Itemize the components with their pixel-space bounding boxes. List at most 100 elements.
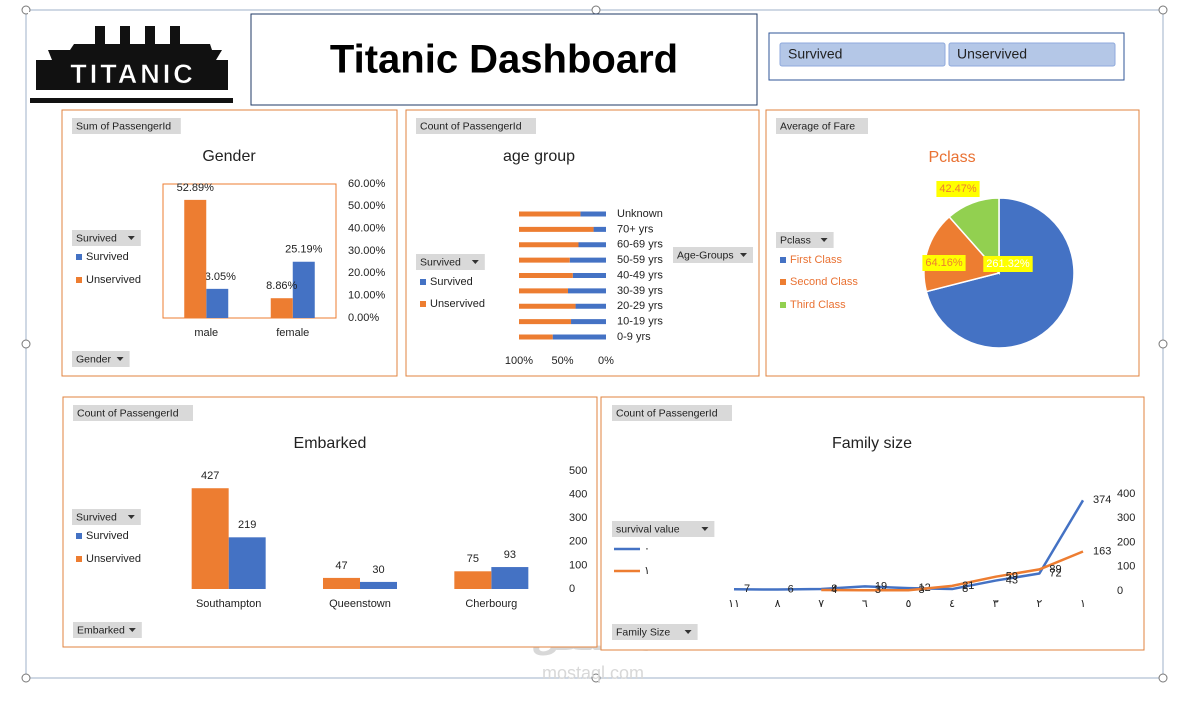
logo-band [36,60,228,90]
field-button[interactable] [72,351,130,367]
y-tick-label: 40-49 yrs [617,269,663,281]
field-button-label[interactable]: Sum of PassengerId [76,120,171,132]
field-button-label[interactable]: Embarked [77,624,125,636]
legend-label: Survived [430,276,473,288]
field-button[interactable] [72,118,181,134]
bar [572,273,606,278]
bar [191,488,229,589]
y-tick-label: 400 [569,489,587,501]
y-tick-label: 100 [569,559,587,571]
x-tick-label: ٣ [993,598,999,610]
field-button[interactable] [612,405,732,421]
funnel [120,26,130,44]
bar [567,288,606,294]
pie-slice [923,215,1001,293]
legend-swatch [76,254,82,260]
slicer-button[interactable] [779,42,946,67]
bar [519,334,553,340]
label-box [936,181,980,197]
field-button-label[interactable]: Count of PassengerId [77,407,179,419]
data-label: 75 [467,553,479,565]
legend-swatch [780,302,786,308]
field-button[interactable] [416,118,536,134]
field-button-label[interactable]: Survived [76,232,117,244]
slicer-label[interactable]: Unservived [957,46,1027,62]
field-button[interactable] [776,232,834,248]
x-tick-label: 0% [598,355,614,367]
field-button-label[interactable]: Gender [76,353,112,365]
field-button-label[interactable]: Pclass [780,234,811,246]
bar [360,581,397,589]
funnel [170,26,180,44]
label-box [922,255,966,271]
handle [1158,5,1168,15]
legend-label: ١ [644,565,650,577]
chart-panel [62,396,598,648]
y-tick-label: 400 [1117,488,1135,500]
field-button[interactable] [72,509,141,525]
logo-text: TITANIC [70,59,195,89]
field-button-label[interactable]: Survived [420,256,461,268]
bar [519,257,570,263]
field-button[interactable] [73,405,193,421]
dropdown-arrow[interactable] [740,253,747,257]
y-tick-label: 300 [1117,512,1135,524]
legend-swatch [780,257,786,263]
legend-swatch [420,279,426,285]
handle [1158,673,1168,683]
field-button[interactable] [72,230,141,246]
slicer-button[interactable] [948,42,1116,67]
dropdown-arrow[interactable] [127,515,135,519]
field-button-label[interactable]: Survived [76,511,117,523]
dropdown-arrow[interactable] [471,260,479,264]
data-label: 3 [875,584,881,596]
series-line [733,499,1085,591]
field-button[interactable] [612,521,715,537]
field-button-label[interactable]: Count of PassengerId [616,407,718,419]
dropdown-arrow[interactable] [701,527,709,531]
data-label: 13.05% [199,271,237,283]
bar [206,288,229,318]
data-label: 6 [788,583,794,595]
plot-frame [162,183,337,319]
field-button-label[interactable]: Age-Groups [677,249,734,261]
field-button-label[interactable]: Average of Fare [780,120,855,132]
data-label: 219 [238,519,256,531]
legend-label: Unservived [86,553,141,565]
y-tick-label: 50.00% [348,200,386,212]
field-button[interactable] [612,624,698,640]
field-button-label[interactable]: Count of PassengerId [420,120,522,132]
bar [270,298,293,318]
dropdown-arrow[interactable] [128,628,136,632]
x-tick-label: 100% [505,355,533,367]
dropdown-arrow[interactable] [116,357,124,361]
x-tick-label: male [194,327,218,339]
dashboard-title: Titanic Dashboard [330,38,678,82]
slicer-label[interactable]: Survived [788,46,842,62]
y-tick-label: 100 [1117,561,1135,573]
title-box [250,13,758,106]
y-tick-label: 0 [1117,585,1123,597]
legend-label: First Class [790,254,842,266]
bar [519,226,594,232]
handle [591,5,601,15]
field-button[interactable] [416,254,485,270]
handle [1158,339,1168,349]
x-tick-label: Cherbourg [465,598,517,610]
funnel [145,26,155,44]
y-tick-label: 60.00% [348,178,386,190]
field-button-label[interactable]: survival value [616,523,680,535]
y-tick-label: 70+ yrs [617,223,654,235]
dropdown-arrow[interactable] [684,630,692,634]
dropdown-arrow[interactable] [127,236,135,240]
y-tick-label: 20.00% [348,267,386,279]
field-button[interactable] [776,118,868,134]
dropdown-arrow[interactable] [820,238,828,242]
data-label: 261.32% [986,258,1030,270]
bar [184,199,207,318]
field-button[interactable] [73,622,142,638]
field-button[interactable] [673,247,753,263]
field-button-label[interactable]: Family Size [616,626,670,638]
bar [519,211,581,217]
